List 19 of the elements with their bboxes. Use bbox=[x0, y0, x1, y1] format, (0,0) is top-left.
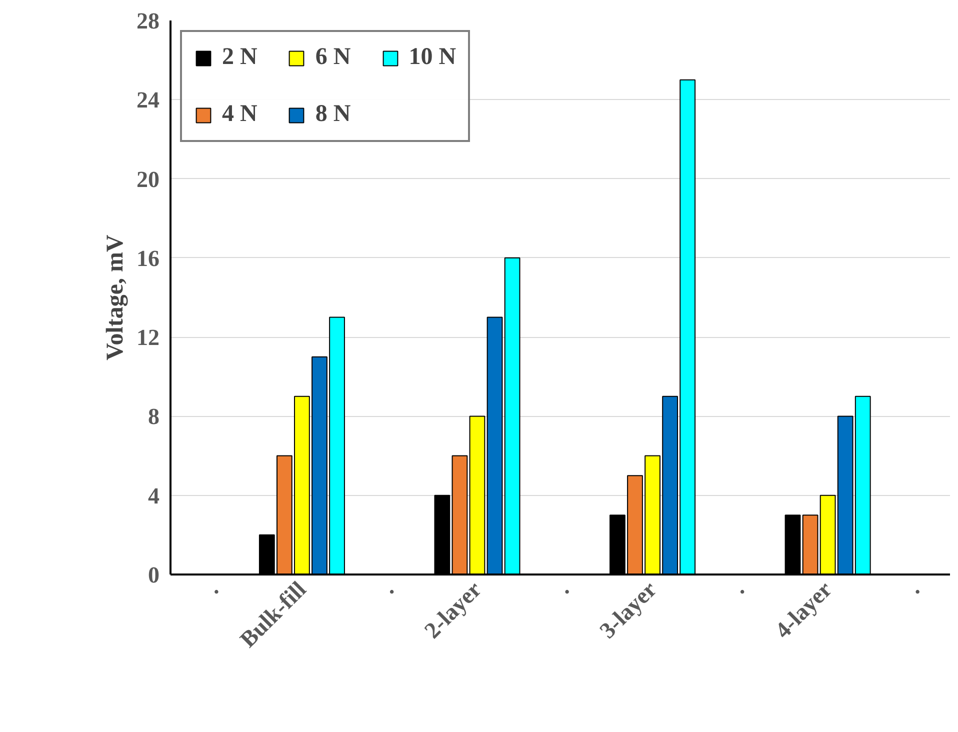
y-tick-label: 4 bbox=[148, 483, 160, 508]
x-tick-label: . bbox=[376, 576, 398, 598]
y-tick-label: 12 bbox=[136, 325, 160, 350]
legend-label: 6 N bbox=[315, 44, 351, 71]
x-tick-label: . bbox=[201, 576, 224, 598]
legend-label: 8 N bbox=[315, 101, 351, 128]
y-tick-label: 20 bbox=[136, 166, 160, 192]
legend-label: 4 N bbox=[222, 101, 258, 128]
legend-label: 2 N bbox=[222, 44, 258, 71]
y-tick-label: 0 bbox=[148, 562, 160, 588]
y-tick-label: 8 bbox=[148, 404, 160, 430]
legend-label: 10 N bbox=[408, 44, 456, 71]
y-axis-title: Voltage, mV bbox=[102, 234, 128, 360]
x-tick-label: . bbox=[727, 576, 749, 598]
y-tick-label: 16 bbox=[136, 246, 160, 271]
x-tick-label: . bbox=[552, 576, 574, 598]
y-tick-label: 28 bbox=[136, 8, 160, 34]
y-tick-label: 24 bbox=[136, 88, 160, 113]
x-tick-label: . bbox=[902, 576, 924, 598]
